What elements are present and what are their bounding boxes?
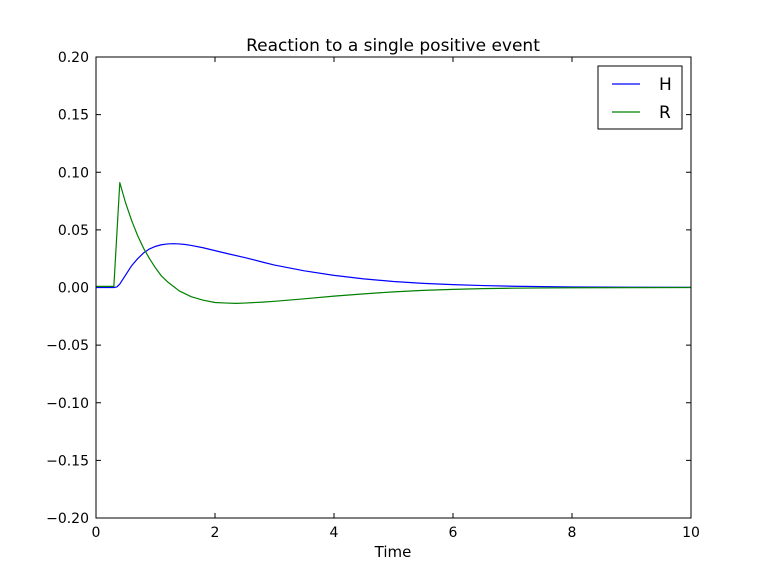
- legend-frame: [597, 65, 683, 130]
- legend-label-h: H: [659, 75, 672, 95]
- y-tick-label: −0.05: [46, 338, 89, 354]
- x-axis-label: Time: [374, 543, 412, 561]
- x-tick-label: 6: [449, 525, 458, 541]
- plot-frame: [95, 56, 692, 519]
- x-tick-label: 8: [568, 525, 577, 541]
- x-tick-label: 2: [211, 525, 220, 541]
- y-tick-label: 0.05: [58, 223, 89, 239]
- series-line-h: [96, 243, 692, 289]
- y-axis-ticks: −0.20 −0.15 −0.10 −0.05 0.00 0.05 0.10 0.15 0.20: [46, 50, 691, 527]
- series-lines: [96, 182, 692, 304]
- x-tick-label: 10: [682, 525, 700, 541]
- x-tick-label: 0: [92, 525, 101, 541]
- y-tick-label: −0.15: [46, 453, 89, 469]
- legend: HR: [597, 65, 683, 130]
- x-axis-ticks: 0 2 4 6 8 10: [92, 57, 700, 541]
- y-tick-label: 0.10: [58, 165, 89, 181]
- y-tick-label: 0.15: [58, 108, 89, 124]
- chart-title: Reaction to a single positive event: [246, 36, 540, 56]
- y-tick-label: −0.20: [46, 511, 89, 527]
- x-tick-label: 4: [330, 525, 339, 541]
- y-tick-label: −0.10: [46, 396, 89, 412]
- y-tick-label: 0.20: [58, 50, 89, 66]
- y-tick-label: 0.00: [58, 281, 89, 297]
- legend-label-r: R: [659, 103, 671, 123]
- series-line-r: [96, 182, 692, 304]
